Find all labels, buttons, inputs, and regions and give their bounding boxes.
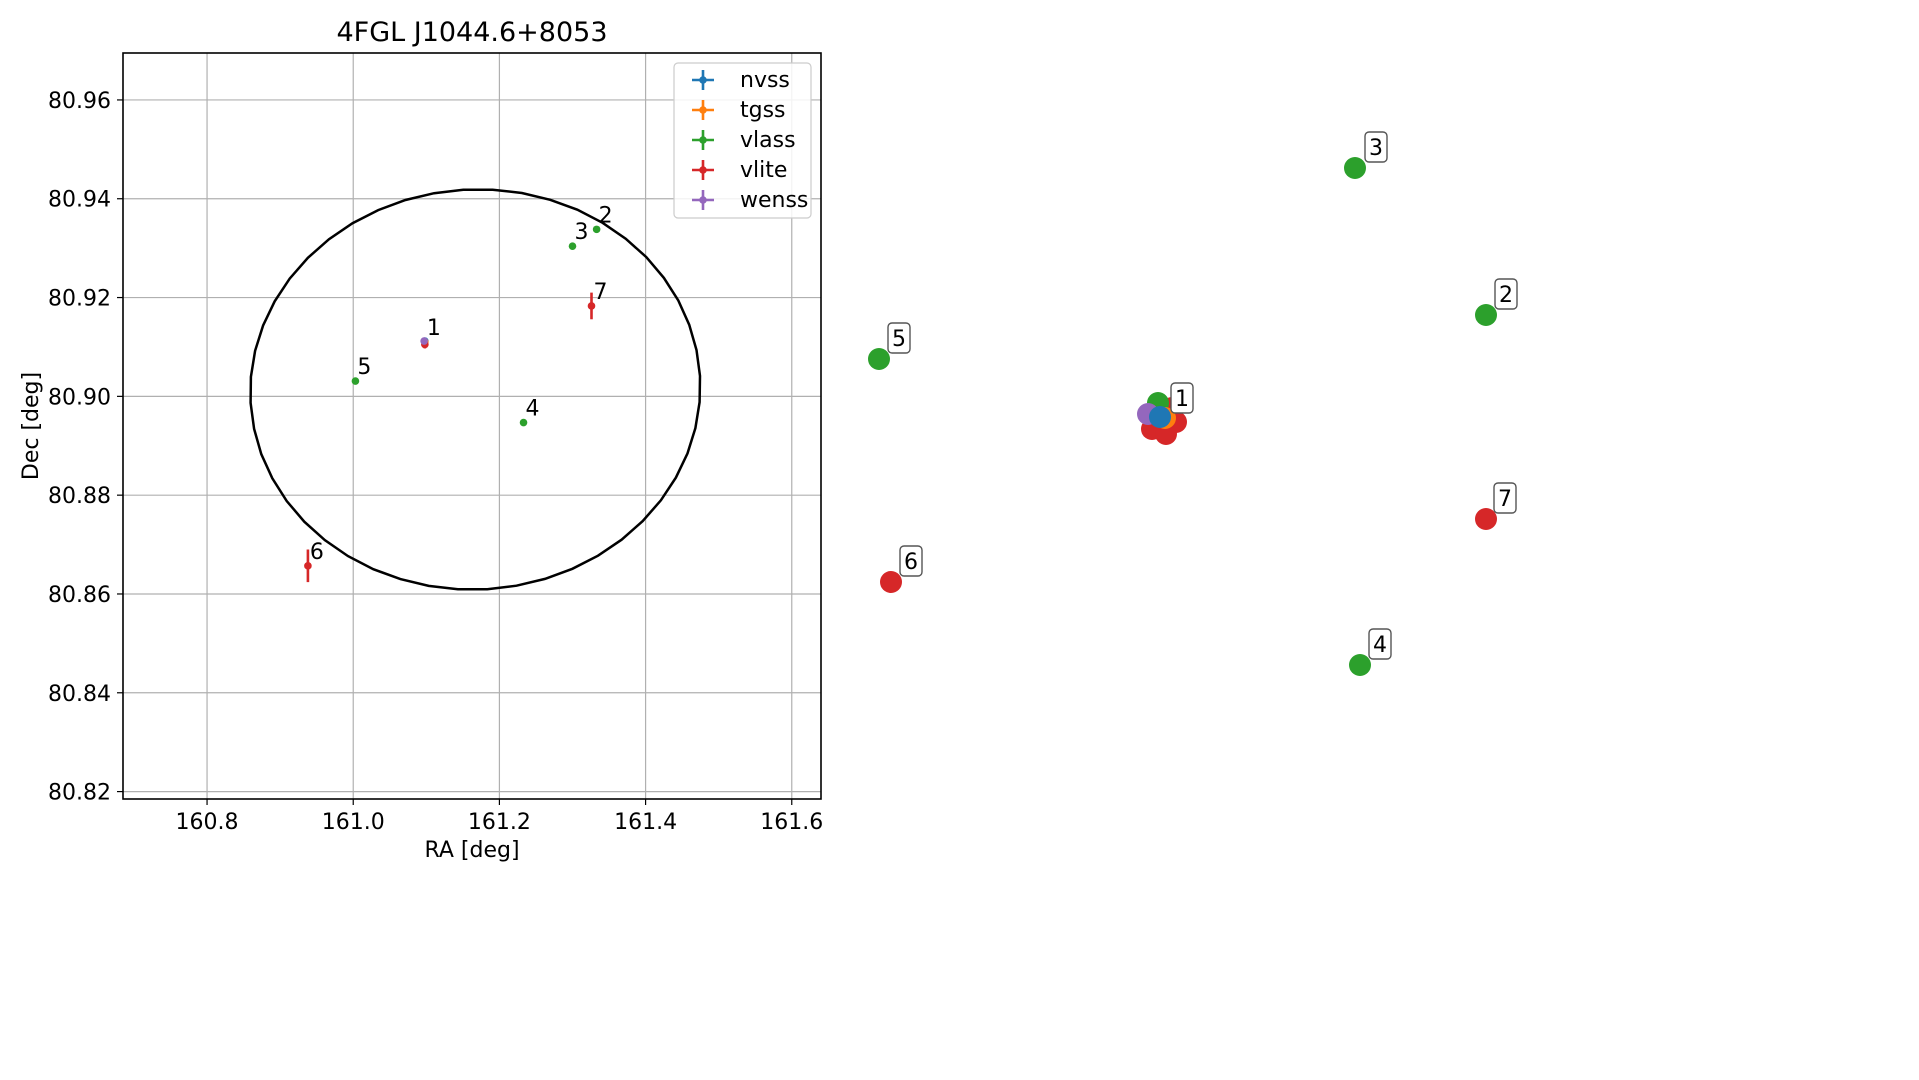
y-tick-label: 80.92 (48, 287, 111, 312)
map-label: 5 (892, 327, 906, 352)
source-label: 5 (357, 355, 371, 380)
legend-box (673, 62, 812, 219)
y-axis-label: Dec [deg] (19, 372, 44, 480)
legend-label: nvss (740, 68, 790, 93)
chart-title: 4FGL J1044.6+8053 (336, 17, 607, 48)
map-marker (1475, 304, 1497, 326)
map-label-box (1493, 482, 1517, 514)
legend-label: wenss (740, 188, 808, 213)
legend-marker-dot (699, 76, 707, 84)
x-tick-label: 161.4 (614, 810, 677, 835)
y-tick-label: 80.94 (48, 188, 111, 213)
legend-marker-dot (699, 196, 707, 204)
x-tick-label: 160.8 (176, 810, 239, 835)
source-label: 2 (599, 203, 613, 228)
y-tick-label: 80.96 (48, 89, 111, 114)
source-label: 3 (574, 220, 588, 245)
legend-marker-dot (699, 136, 707, 144)
y-tick-label: 80.90 (48, 385, 111, 410)
y-tick-label: 80.86 (48, 583, 111, 608)
map-marker (1349, 654, 1371, 676)
map-marker (868, 348, 890, 370)
vlass-point (519, 418, 528, 427)
y-tick-label: 80.88 (48, 484, 111, 509)
vlass-point (351, 377, 360, 385)
vlite-point (304, 562, 312, 570)
x-tick-label: 161.6 (760, 810, 823, 835)
legend-label: tgss (740, 98, 786, 123)
map-label-box (1494, 278, 1518, 310)
y-tick-label: 80.84 (48, 682, 111, 707)
source-label: 4 (526, 397, 540, 422)
y-axis-ticks: 80.82 80.84 80.86 80.88 80.90 80.92 80.94 80.96 (48, 89, 123, 806)
wenss-point (420, 337, 428, 345)
vlite-point (587, 302, 596, 310)
map-labels: 3 2 5 1 7 6 4 (887, 131, 1518, 660)
map-label: 1 (1175, 387, 1189, 412)
y-tick-label: 80.82 (48, 781, 111, 806)
map-label-box (1368, 628, 1392, 660)
x-tick-label: 161.2 (468, 810, 531, 835)
legend-label: vlite (740, 158, 787, 183)
map-marker (1475, 508, 1497, 530)
legend: nvss tgss vlass vlite wenss (673, 62, 812, 219)
legend-label: vlass (740, 128, 796, 153)
map-label-box (887, 322, 911, 354)
map-marker (1149, 406, 1171, 428)
plot-frame (122, 52, 822, 800)
map-markers (868, 157, 1497, 676)
map-label: 3 (1369, 136, 1383, 161)
legend-marker-dot (699, 106, 707, 114)
legend-marker-dot (699, 166, 707, 174)
localization-ellipse (249, 188, 702, 591)
x-axis-ticks: 160.8 161.0 161.2 161.4 161.6 (176, 799, 823, 835)
vlass-point (592, 225, 601, 234)
source-map: 3 2 5 1 7 6 4 (868, 131, 1518, 676)
x-axis-label: RA [deg] (424, 838, 519, 863)
source-label: 7 (594, 280, 608, 305)
x-tick-label: 161.0 (322, 810, 385, 835)
map-label-box (1364, 131, 1388, 163)
map-label: 7 (1498, 487, 1512, 512)
map-label-box (899, 545, 923, 577)
map-label: 6 (904, 550, 918, 575)
map-marker (880, 571, 902, 593)
map-label: 2 (1499, 283, 1513, 308)
source-label: 6 (310, 540, 324, 565)
map-label-box (1170, 382, 1194, 414)
source-label: 1 (427, 316, 441, 341)
map-label: 4 (1373, 633, 1387, 658)
data-points (304, 225, 601, 583)
vlass-point (568, 242, 577, 250)
map-marker (1344, 157, 1366, 179)
